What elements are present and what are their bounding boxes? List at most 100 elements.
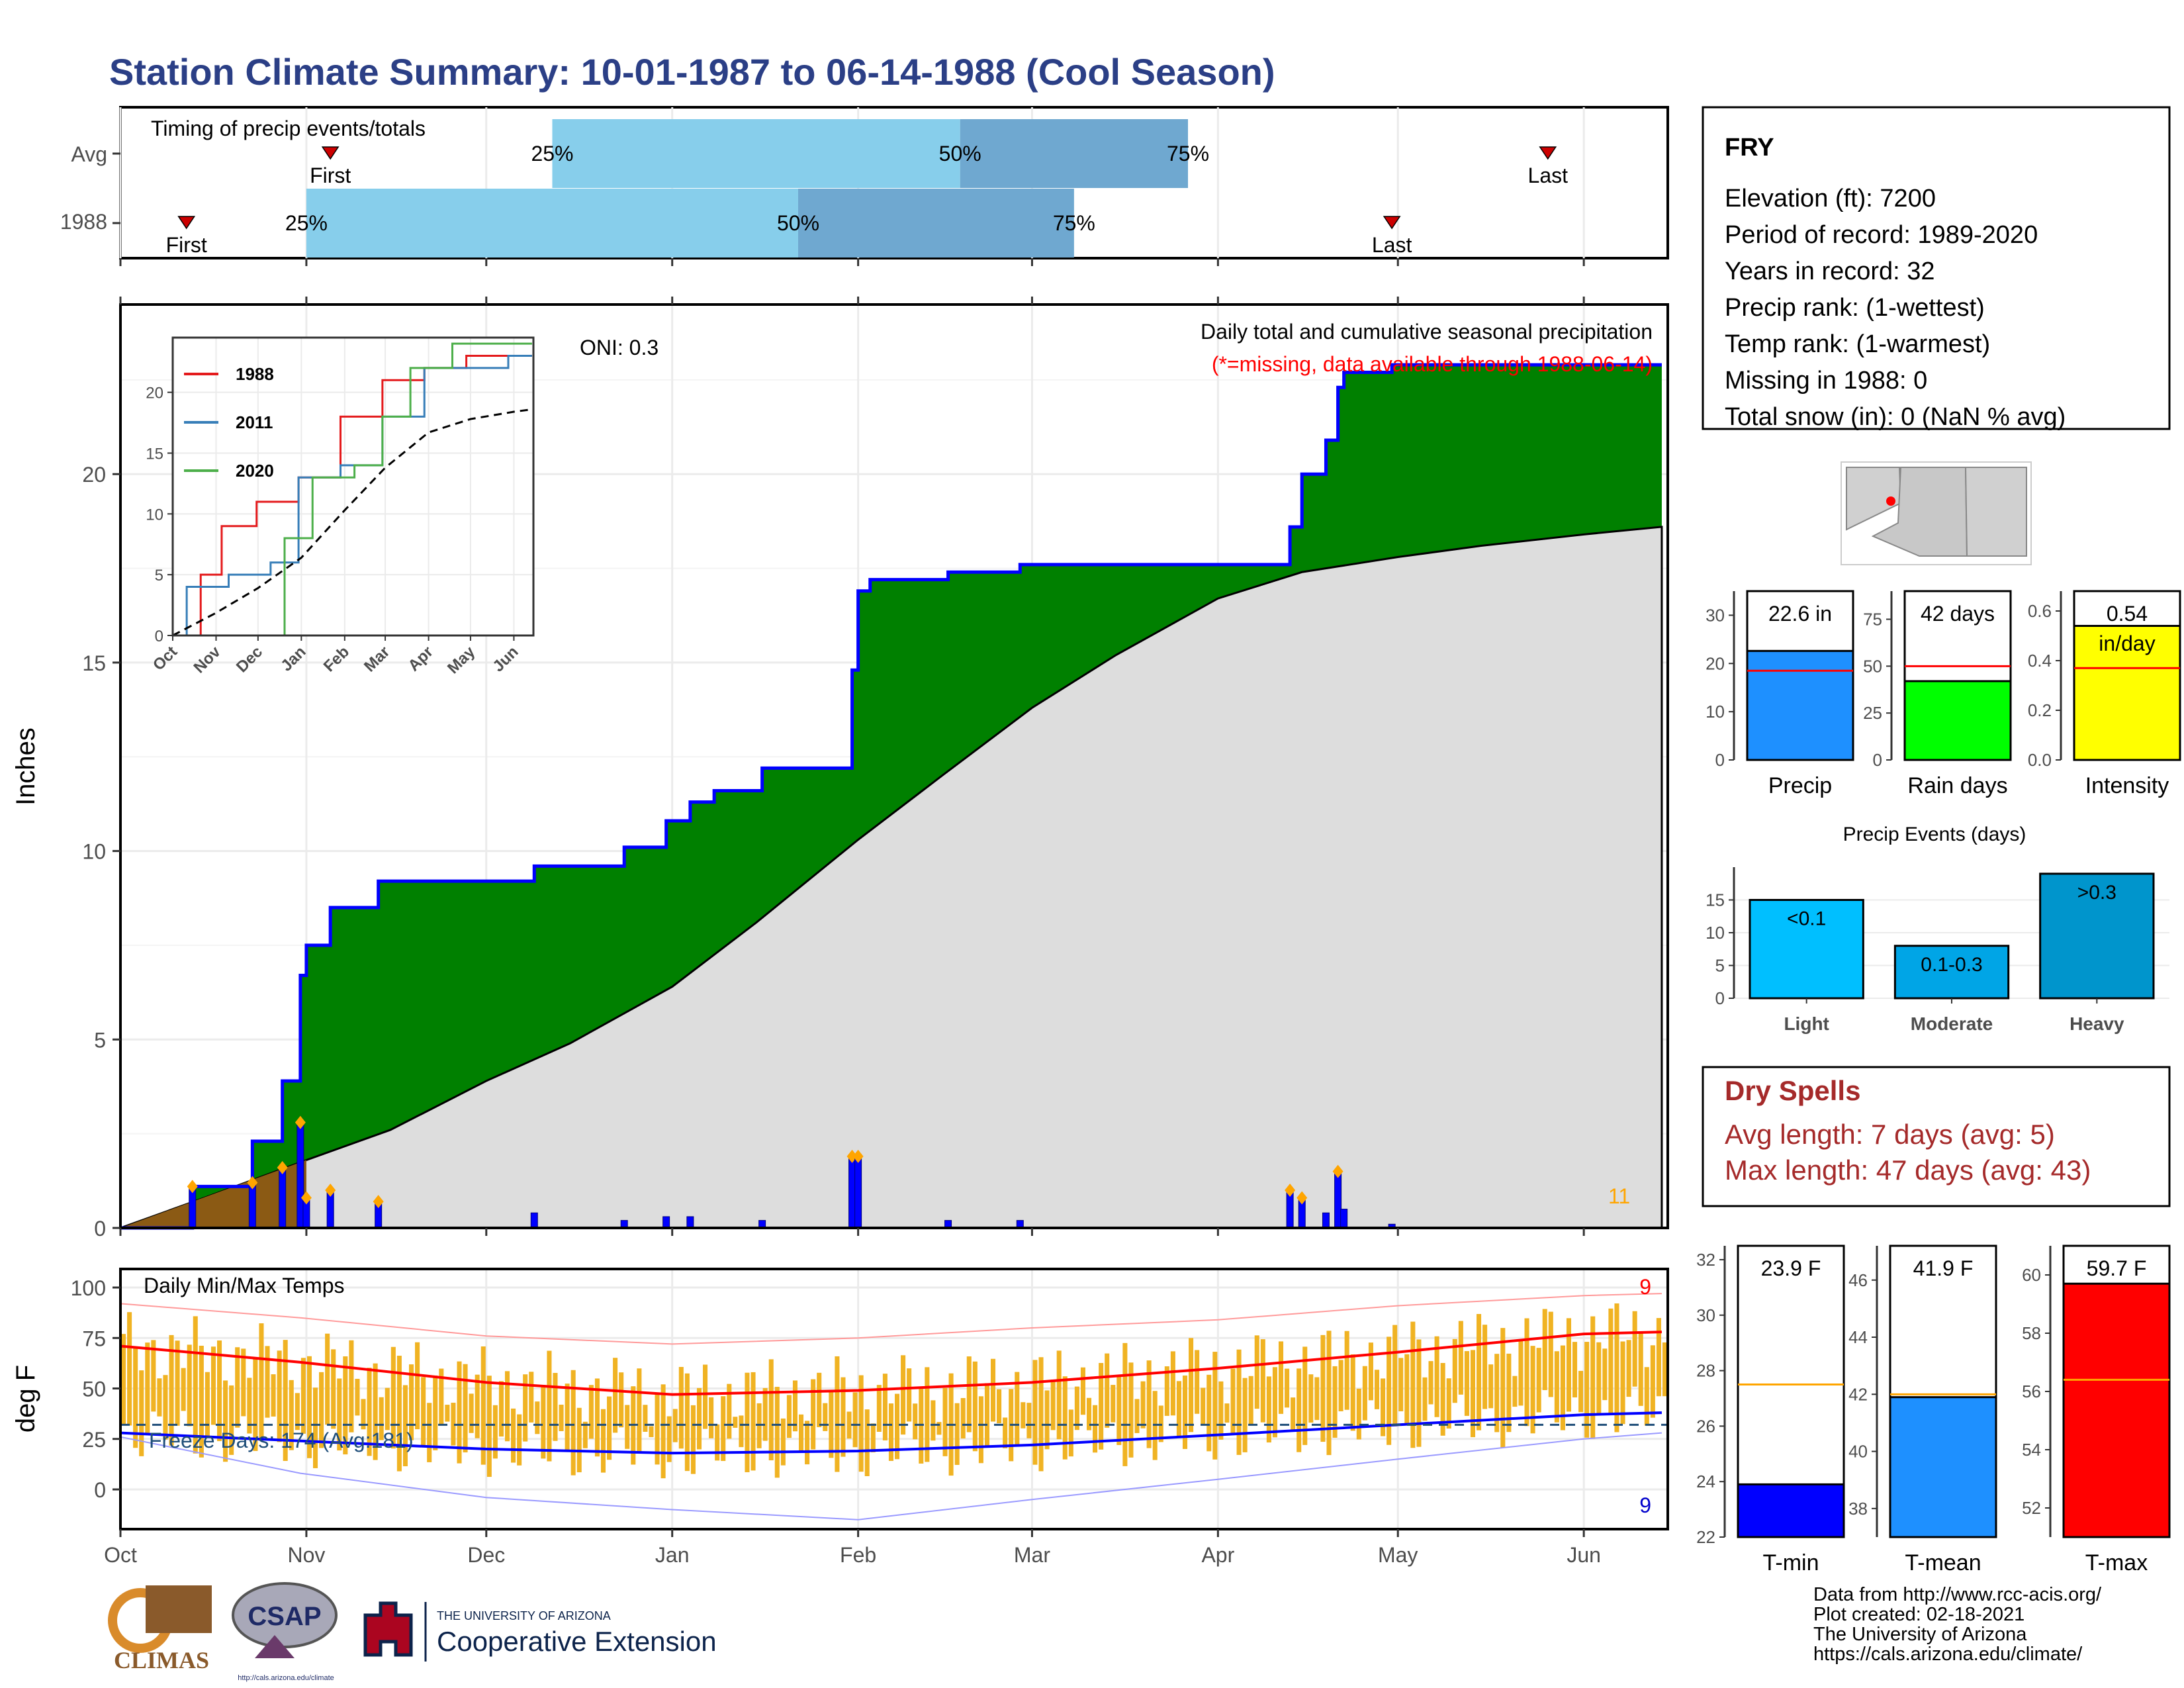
daily-temp-bar	[1134, 1399, 1140, 1433]
precip-plot	[120, 363, 1663, 1230]
daily-temp-bar	[1218, 1381, 1224, 1440]
daily-temp-bar	[312, 1387, 318, 1468]
inset-legend-label: 2011	[236, 412, 273, 432]
precip-total-ytick-label: 10	[1706, 702, 1725, 722]
csap-logo: CSAP http://cals.arizona.edu/climate	[232, 1582, 338, 1682]
timing-row-label-avg: Avg	[71, 142, 107, 166]
daily-temp-bar	[1176, 1381, 1181, 1438]
tmean-label: T-mean	[1905, 1550, 1981, 1575]
daily-temp-bar	[1026, 1403, 1032, 1438]
intensity-label: Intensity	[2085, 773, 2169, 798]
dry-spells-title: Dry Spells	[1725, 1075, 1860, 1106]
daily-temp-bar	[1368, 1342, 1373, 1401]
daily-precip-bar	[854, 1156, 862, 1229]
daily-temp-bar	[241, 1348, 246, 1417]
inset-legend: 1988 2011 2020	[184, 364, 274, 481]
daily-precip-bar	[848, 1156, 856, 1229]
daily-temp-bar	[1500, 1328, 1506, 1448]
daily-temp-bar	[1506, 1353, 1512, 1432]
daily-temp-bar	[1608, 1308, 1614, 1414]
precip-ytick-label: 10	[82, 840, 106, 864]
daily-temp-bar	[271, 1374, 276, 1417]
events-ytick-label: 15	[1706, 890, 1725, 910]
daily-temp-bar	[1248, 1376, 1253, 1426]
daily-temp-bar	[547, 1350, 552, 1462]
daily-temp-bar	[1477, 1313, 1482, 1430]
daily-temp-bar	[931, 1400, 936, 1441]
daily-temp-bar	[127, 1312, 132, 1426]
inset-ytick-label: 10	[146, 506, 163, 524]
average-precip-area	[120, 526, 1663, 1229]
tmin-ytick-label: 22	[1696, 1527, 1715, 1547]
daily-temp-bar	[1518, 1340, 1524, 1406]
events-ytick-label: 0	[1715, 988, 1725, 1008]
daily-temp-bar	[1566, 1318, 1572, 1412]
inset-plot	[172, 342, 533, 637]
daily-temp-bar	[1285, 1368, 1290, 1408]
daily-temp-bar	[1297, 1368, 1302, 1452]
daily-temp-bar	[1080, 1367, 1085, 1415]
precip-title: Daily total and cumulative seasonal prec…	[1201, 320, 1653, 344]
daily-temp-bar	[463, 1364, 468, 1453]
daily-temp-bar	[193, 1316, 198, 1454]
average-max-line	[120, 1331, 1662, 1396]
intensity-bar	[2073, 625, 2181, 761]
daily-temp-bar	[157, 1378, 162, 1417]
daily-temp-bar	[1620, 1341, 1625, 1425]
daily-temp-bar	[1344, 1331, 1349, 1410]
daily-temp-bar	[306, 1356, 312, 1458]
daily-temp-bar	[1662, 1342, 1667, 1397]
daily-temp-bar	[1224, 1403, 1230, 1423]
daily-temp-bar	[739, 1415, 744, 1448]
daily-precip-marker	[1285, 1184, 1296, 1197]
precip-total-value: 22.6 in	[1768, 602, 1832, 626]
daily-temp-bar	[277, 1350, 282, 1442]
precip-total-ytick-label: 30	[1706, 605, 1725, 625]
daily-temp-bar	[594, 1378, 600, 1457]
daily-temp-bar	[343, 1356, 348, 1455]
daily-temp-bar	[504, 1371, 510, 1442]
daily-temp-bar	[1374, 1370, 1380, 1409]
daily-temp-bar	[1458, 1321, 1463, 1395]
credit-line-url: https://cals.arizona.edu/climate/	[1813, 1644, 2083, 1665]
credit-line-created: Plot created: 02-18-2021	[1813, 1604, 2025, 1625]
daily-temp-bar	[451, 1403, 456, 1446]
intensity-value: 0.54	[2107, 602, 2148, 626]
daily-temp-bar	[1350, 1354, 1355, 1431]
daily-temp-bar	[655, 1393, 660, 1465]
daily-temp-bar	[1482, 1325, 1488, 1409]
daily-temp-bar	[1422, 1377, 1428, 1421]
daily-temp-bar	[829, 1390, 834, 1458]
daily-temp-bar	[786, 1395, 792, 1438]
daily-temp-bar	[978, 1396, 983, 1464]
rain-days-chart: 0 25 50 75 42 days Rain days	[1863, 590, 2012, 798]
daily-temp-bar	[895, 1393, 900, 1460]
daily-temp-bar	[1111, 1385, 1116, 1423]
daily-temp-bar	[888, 1403, 893, 1461]
events-bar-label: Moderate	[1911, 1013, 1993, 1034]
daily-temp-bar	[913, 1403, 918, 1440]
rain-days-bar	[1903, 680, 2012, 761]
daily-temp-bar	[984, 1383, 989, 1446]
footer-credits: Data from http://www.rcc-acis.org/ Plot …	[1813, 1584, 2102, 1665]
daily-temp-bar	[1164, 1366, 1169, 1416]
daily-precip-marker	[1297, 1191, 1308, 1205]
daily-temp-bar	[1206, 1374, 1212, 1452]
daily-temp-bar	[1644, 1367, 1649, 1426]
events-bar-value: <0.1	[1787, 908, 1826, 930]
precip-subtitle: (*=missing, data available through 1988-…	[1212, 352, 1653, 376]
daily-precip-bar	[1322, 1212, 1330, 1229]
climas-logo-text: CLIMAS	[114, 1647, 209, 1673]
timing-pct-label: 75%	[1053, 211, 1095, 235]
events-chart: 0 5 10 15 <0.1 Light 0.1-0.3 Moderate >0.3 Heavy	[1706, 867, 2169, 1034]
daily-temp-bar	[774, 1387, 780, 1478]
daily-temp-bar	[1512, 1376, 1518, 1407]
daily-temp-bar	[229, 1385, 234, 1455]
daily-temp-bar	[289, 1380, 294, 1450]
daily-temp-bar	[1272, 1367, 1277, 1438]
month-axis: Oct Nov Dec Jan Feb Mar Apr May Jun	[104, 1529, 1601, 1567]
daily-temp-bar	[1170, 1351, 1175, 1416]
daily-temp-bar	[576, 1407, 582, 1473]
